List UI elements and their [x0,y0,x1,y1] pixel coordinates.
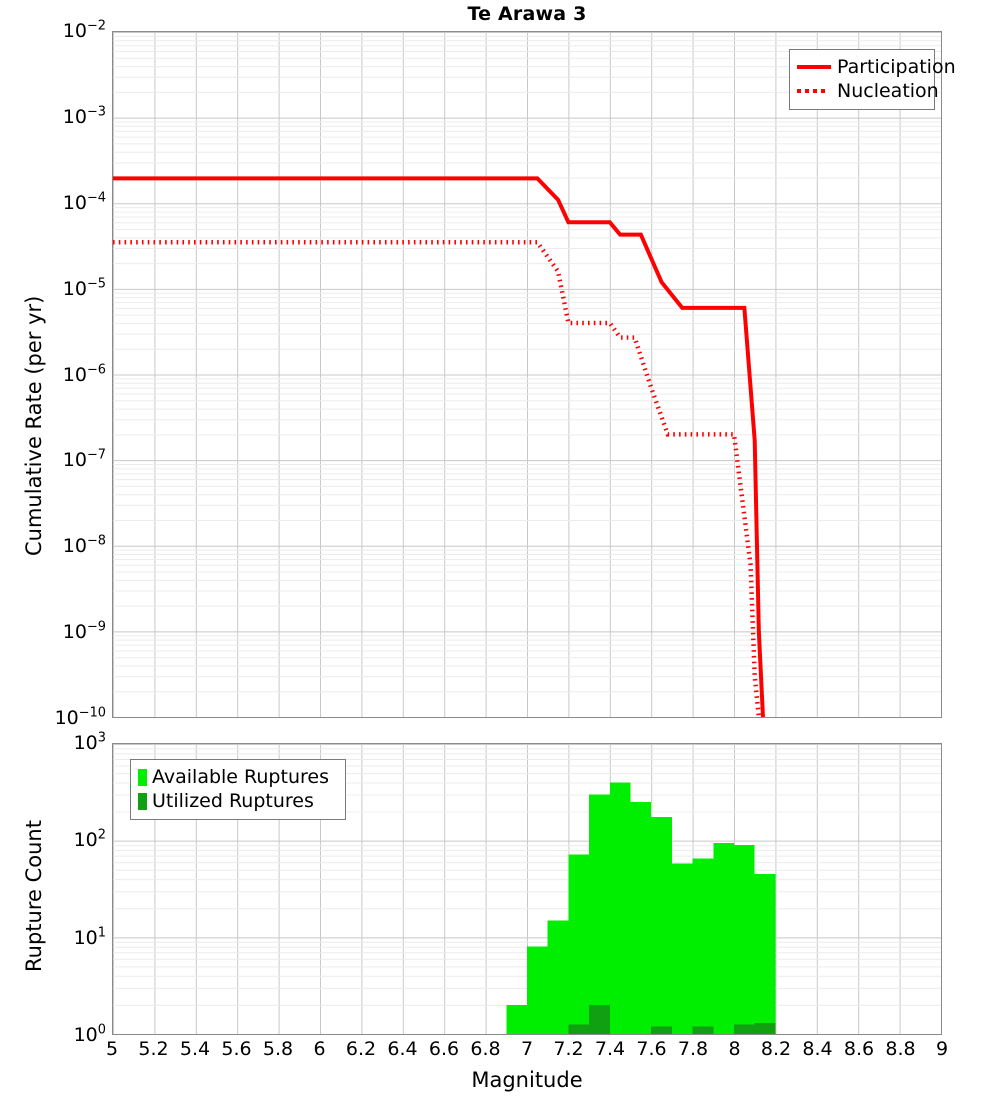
y-tick-label: 10−2 [62,18,106,42]
y-tick-label: 100 [73,1022,106,1046]
cumulative-rate-plot [112,31,942,718]
x-tick-label: 8.2 [760,1038,792,1060]
curve-nucleation [113,240,762,717]
bottom-plot-legend: Available Ruptures Utilized Ruptures [130,759,346,820]
x-tick-label: 9 [935,1038,949,1060]
bar-available [671,863,693,1034]
dotted-line-swatch-icon [797,83,831,99]
legend-entry-utilized-ruptures: Utilized Ruptures [138,789,336,813]
top-plot-legend: Participation Nucleation [789,49,956,110]
legend-entry-participation: Participation [797,55,956,79]
x-tick-label: 7.8 [677,1038,709,1060]
bar-available [630,802,652,1034]
y-tick-label: 10−4 [62,190,106,214]
x-tick-label: 8.4 [802,1038,833,1060]
bottom-plot-bars [506,782,776,1034]
x-tick-label: 7 [520,1038,534,1060]
legend-label-participation: Participation [837,56,956,78]
y-tick-label: 102 [73,828,106,852]
x-tick-label: 5 [105,1038,119,1060]
y-tick-label: 10−8 [62,533,106,558]
x-tick-label: 8.6 [843,1038,875,1060]
y-tick-label: 10−7 [62,448,106,472]
bar-utilized [568,1024,590,1034]
x-tick-label: 7.4 [594,1038,626,1060]
bar-utilized [734,1024,755,1034]
bar-utilized [589,1004,610,1034]
legend-label-available-ruptures: Available Ruptures [152,766,329,788]
x-axis-title: Magnitude [471,1068,583,1092]
available-ruptures-swatch-icon [138,768,147,786]
y-tick-label: 101 [73,925,106,949]
y-tick-label: 10−10 [54,705,106,729]
y-tick-label: 10−5 [62,276,106,300]
legend-entry-available-ruptures: Available Ruptures [138,765,336,789]
bar-available [506,1004,527,1034]
x-tick-label: 6 [313,1038,326,1060]
bar-utilized [754,1022,776,1034]
y-tick-label: 10−9 [62,619,106,644]
legend-label-nucleation: Nucleation [837,80,939,102]
x-tick-label: 5.4 [179,1038,211,1060]
x-tick-label: 6.4 [387,1038,418,1060]
x-tick-label: 7.6 [636,1038,667,1060]
bar-available [568,854,590,1034]
x-tick-label: 5.8 [262,1038,294,1060]
bar-utilized [651,1026,672,1034]
bar-available [734,845,755,1034]
x-tick-label: 7.2 [553,1038,584,1060]
y-tick-label: 103 [73,730,106,754]
bottom-plot-y-axis-title: Rupture Count [22,820,46,972]
bar-available [713,842,734,1034]
y-tick-label: 10−6 [62,362,106,386]
bar-available [527,946,548,1034]
x-tick-label: 5.6 [221,1038,252,1060]
legend-label-utilized-ruptures: Utilized Ruptures [152,790,314,812]
top-plot-y-axis-title: Cumulative Rate (per yr) [22,295,46,556]
bar-available [589,794,610,1034]
x-tick-label: 6.2 [345,1038,377,1060]
figure-title: Te Arawa 3 [467,3,587,25]
utilized-ruptures-swatch-icon [138,792,147,810]
top-plot-y-tick-labels: 10−2 10−3 10−4 10−5 10−6 10−7 10−8 10−9 10−10 [18,20,106,729]
y-tick-label: 10−3 [62,104,106,128]
bar-available [754,874,776,1034]
bar-available [651,817,672,1034]
x-tick-label: 5.2 [138,1038,169,1060]
bar-available [609,782,631,1034]
legend-entry-nucleation: Nucleation [797,79,939,103]
top-plot-curves [113,176,765,717]
curve-participation [113,176,765,717]
bar-utilized [692,1026,714,1034]
bar-available [547,920,569,1034]
x-tick-label: 6.6 [428,1038,460,1060]
x-tick-label: 8 [728,1038,741,1060]
x-tick-label: 8.8 [885,1038,916,1060]
bottom-plot-y-tick-labels: 103 102 101 100 [18,732,106,1046]
x-tick-label: 6.8 [470,1038,501,1060]
solid-line-swatch-icon [797,59,831,75]
x-tick-labels: 5 5.2 5.4 5.6 5.8 6 6.2 6.4 6.6 6.8 7 7.2 7.4 7.6 7.8 8… [106,1038,948,1064]
bar-available [692,858,714,1034]
